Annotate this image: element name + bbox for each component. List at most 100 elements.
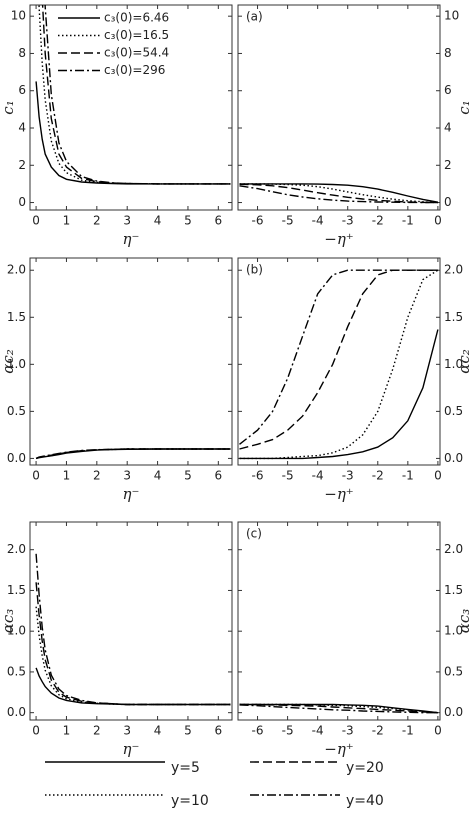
x-tick-label: -3 — [342, 214, 354, 228]
x-axis-label: η⁻ — [123, 485, 140, 503]
x-tick-label: 2 — [93, 214, 101, 228]
x-axis-label: −η⁺ — [324, 740, 353, 758]
y-axis-label: αc₂ — [0, 349, 17, 374]
x-axis-label: η⁻ — [123, 740, 140, 758]
curve — [35, 81, 231, 185]
x-tick-label: -4 — [312, 469, 324, 483]
y-tick-label: 0 — [18, 195, 26, 209]
y-tick-label: 2 — [444, 158, 452, 172]
y-tick-label: 2.0 — [7, 542, 26, 556]
plot-frame — [29, 4, 233, 211]
curve — [35, 606, 231, 706]
x-tick-label: -1 — [402, 469, 414, 483]
panel-label: (b) — [246, 263, 263, 277]
x-tick-label: -2 — [372, 214, 384, 228]
y-tick-label: 0.0 — [444, 705, 463, 719]
curve — [239, 703, 438, 714]
curve — [239, 183, 439, 203]
curve — [35, 667, 231, 706]
y-tick-label: 8 — [444, 46, 452, 60]
legend-label: c₃(0)=54.4 — [104, 46, 169, 60]
x-tick-label: 5 — [184, 724, 192, 738]
y-tick-label: 8 — [18, 46, 26, 60]
x-tick-label: 1 — [63, 469, 71, 483]
y-tick-label: 1.0 — [444, 357, 463, 371]
curves — [35, 5, 231, 185]
x-tick-label: 4 — [154, 214, 162, 228]
y-tick-label: 0.5 — [7, 664, 26, 678]
y-tick-label: 10 — [11, 9, 26, 23]
x-tick-label: 0 — [434, 469, 442, 483]
x-tick-label: -3 — [342, 724, 354, 738]
curve — [239, 183, 438, 204]
x-tick-label: 2 — [93, 469, 101, 483]
curve — [239, 703, 438, 714]
x-tick-label: 6 — [215, 214, 223, 228]
legend-label: c₃(0)=6.46 — [104, 11, 169, 25]
x-axis-label: η⁻ — [123, 230, 140, 248]
y-tick-label: 0.5 — [444, 664, 463, 678]
y-tick-label: 0 — [444, 195, 452, 209]
legend-label: y=20 — [346, 760, 384, 776]
x-tick-label: 5 — [184, 469, 192, 483]
x-tick-label: 0 — [434, 214, 442, 228]
plot-frame — [237, 257, 441, 466]
x-tick-label: -1 — [402, 724, 414, 738]
curve — [35, 448, 231, 460]
x-tick-label: -3 — [342, 469, 354, 483]
curve — [239, 269, 439, 460]
y-axis-label: c₁ — [0, 100, 17, 114]
curve — [239, 269, 438, 445]
curve — [239, 704, 438, 714]
y-tick-label: 2 — [18, 158, 26, 172]
curve — [239, 183, 438, 204]
x-tick-label: -6 — [252, 724, 264, 738]
curve — [239, 269, 438, 450]
panel-label: (a) — [246, 10, 263, 24]
x-tick-label: 0 — [434, 724, 442, 738]
x-tick-label: 6 — [215, 724, 223, 738]
y-tick-label: 2.0 — [444, 542, 463, 556]
y-tick-label: 0.5 — [7, 404, 26, 418]
legend-label: c₃(0)=296 — [104, 63, 165, 77]
x-tick-label: -2 — [372, 724, 384, 738]
y-tick-label: 0.5 — [444, 404, 463, 418]
x-tick-label: -6 — [252, 469, 264, 483]
y-tick-label: 1.5 — [7, 583, 26, 597]
y-tick-label: 6 — [18, 83, 26, 97]
x-tick-label: 0 — [32, 469, 40, 483]
curve — [35, 553, 231, 706]
x-tick-label: 1 — [63, 214, 71, 228]
y-tick-label: 0.0 — [7, 705, 26, 719]
legend-label: c₃(0)=16.5 — [104, 28, 169, 42]
x-tick-label: 3 — [123, 214, 131, 228]
x-axis-label: −η⁺ — [324, 230, 353, 248]
x-tick-label: -1 — [402, 214, 414, 228]
x-tick-label: 0 — [32, 214, 40, 228]
y-tick-label: 6 — [444, 83, 452, 97]
x-tick-label: 2 — [93, 724, 101, 738]
x-tick-label: 6 — [215, 469, 223, 483]
y-tick-label: 4 — [444, 121, 452, 135]
y-axis-label: c₁ — [455, 100, 473, 114]
legend-label: y=10 — [171, 793, 209, 809]
x-tick-label: -4 — [312, 214, 324, 228]
x-tick-label: 5 — [184, 214, 192, 228]
y-tick-label: 1.0 — [444, 624, 463, 638]
curve — [239, 185, 438, 204]
plot-frame — [237, 4, 441, 211]
x-tick-label: 3 — [123, 724, 131, 738]
curves — [239, 183, 439, 204]
y-tick-label: 10 — [444, 9, 459, 23]
legend-label: y=5 — [171, 760, 200, 776]
x-tick-label: 4 — [154, 724, 162, 738]
panel-label: (c) — [246, 527, 262, 541]
x-tick-label: 4 — [154, 469, 162, 483]
curves — [35, 553, 231, 706]
curves — [239, 269, 439, 460]
y-tick-label: 2.0 — [7, 263, 26, 277]
x-tick-label: 1 — [63, 724, 71, 738]
plot-frame — [29, 521, 233, 721]
y-tick-label: 1.5 — [444, 310, 463, 324]
